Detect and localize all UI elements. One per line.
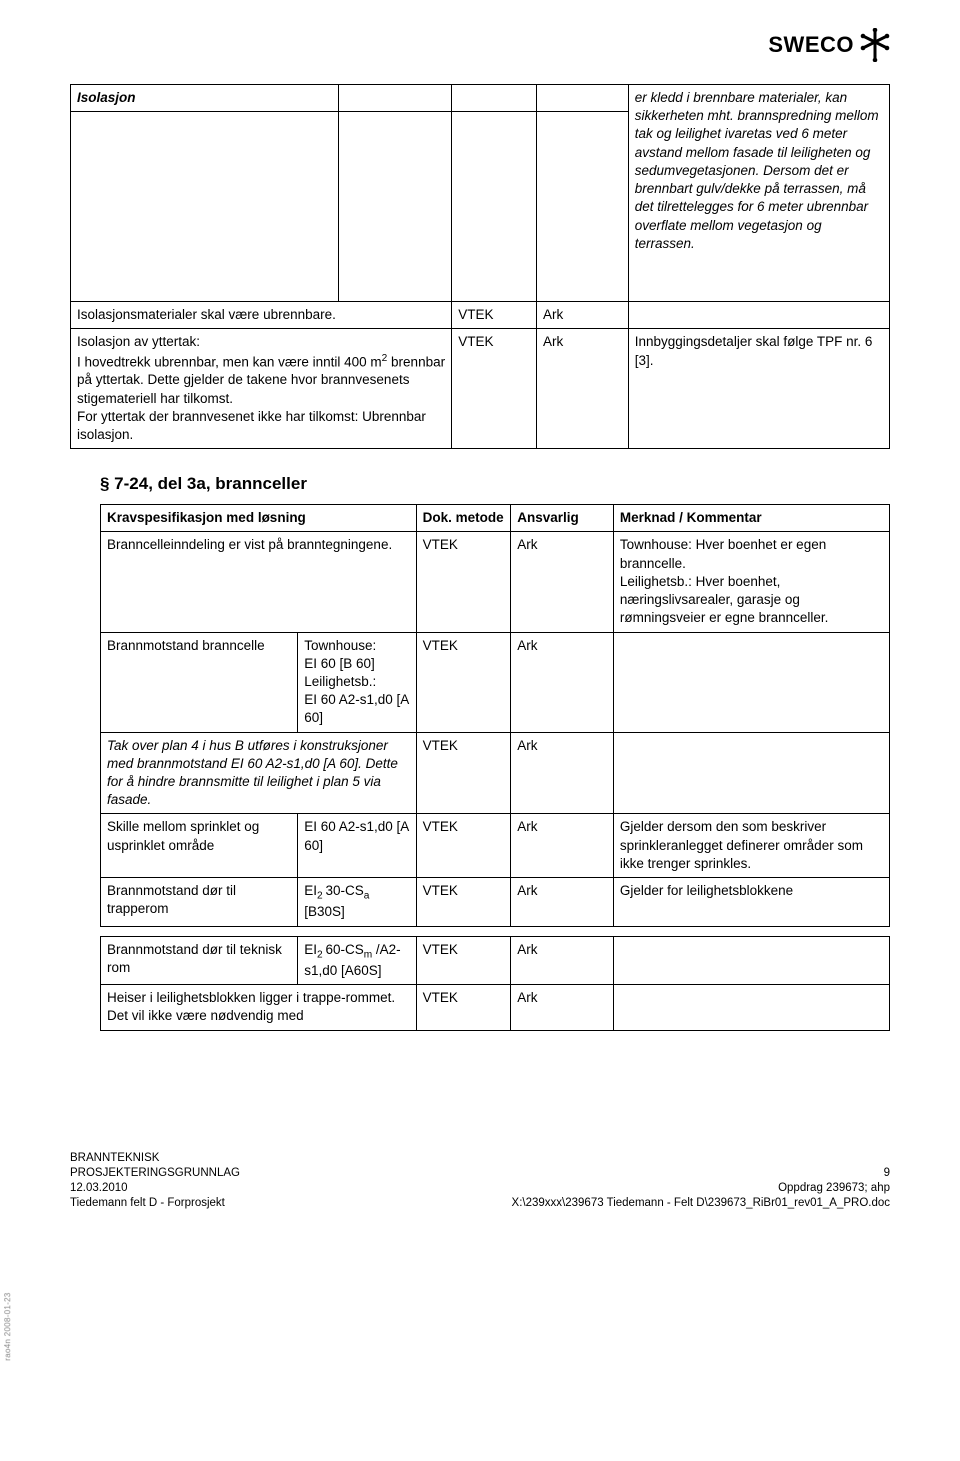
cell-empty [613, 632, 889, 732]
page-number: 9 [512, 1166, 890, 1181]
table-row: Isolasjon er kledd i brennbare materiale… [71, 85, 890, 112]
cell-comment: Gjelder for leilighetsblokkene [613, 878, 889, 927]
cell-empty [339, 85, 452, 112]
cell-method: VTEK [416, 936, 511, 985]
column-header: Merknad / Kommentar [613, 505, 889, 532]
cell-responsible: Ark [511, 985, 614, 1030]
table-row: Branncelleinndeling er vist på branntegn… [101, 532, 890, 632]
requirements-table-1: Isolasjon er kledd i brennbare materiale… [70, 84, 890, 449]
cell-comment: Townhouse: Hver boenhet er egen branncel… [613, 532, 889, 632]
footer-line: PROSJEKTERINGSGRUNNLAG [70, 1166, 240, 1181]
logo-text: SWECO [768, 30, 854, 60]
footer-line: 12.03.2010 [70, 1181, 240, 1196]
cell-empty [452, 85, 537, 112]
cell-label: Brannmotstand dør til teknisk rom [101, 936, 298, 985]
table-row: Isolasjonsmaterialer skal være ubrennbar… [71, 302, 890, 329]
cell-method: VTEK [416, 878, 511, 927]
column-header: Ansvarlig [511, 505, 614, 532]
spacer [101, 926, 890, 936]
cell-responsible: Ark [511, 814, 614, 878]
table-header-row: Kravspesifikasjon med løsning Dok. metod… [101, 505, 890, 532]
cell-label: Skille mellom sprinklet og usprinklet om… [101, 814, 298, 878]
requirements-table-2: Kravspesifikasjon med løsning Dok. metod… [100, 504, 890, 1031]
cell-method: VTEK [452, 302, 537, 329]
table-row: Skille mellom sprinklet og usprinklet om… [101, 814, 890, 878]
cell-responsible: Ark [511, 632, 614, 732]
cell-empty [339, 112, 452, 302]
cell-label: Isolasjon [71, 85, 339, 112]
side-watermark: rao4n 2008-01-23 [3, 1293, 14, 1361]
table-row: Tak over plan 4 i hus B utføres i konstr… [101, 732, 890, 814]
cell-method: VTEK [416, 732, 511, 814]
cell-label: Isolasjon av yttertak: I hovedtrekk ubre… [71, 329, 452, 449]
cell-label: Branncelleinndeling er vist på branntegn… [101, 532, 417, 632]
cell-value: EI 60 A2-s1,d0 [A 60] [298, 814, 416, 878]
table-row: Brannmotstand dør til trapperom EI2 30-C… [101, 878, 890, 927]
cell-method: VTEK [416, 532, 511, 632]
page-header: SWECO [70, 28, 890, 62]
cell-label: Isolasjonsmaterialer skal være ubrennbar… [71, 302, 452, 329]
table-row: Isolasjon av yttertak: I hovedtrekk ubre… [71, 329, 890, 449]
table-row: Heiser i leilighetsblokken ligger i trap… [101, 985, 890, 1030]
table-row: Brannmotstand dør til teknisk rom EI2 60… [101, 936, 890, 985]
cell-empty [536, 85, 628, 112]
table-row-spacer [101, 926, 890, 936]
column-header: Kravspesifikasjon med løsning [101, 505, 417, 532]
cell-empty [613, 985, 889, 1030]
cell-method: VTEK [416, 632, 511, 732]
cell-responsible: Ark [511, 532, 614, 632]
cell-method: VTEK [416, 814, 511, 878]
footer-line: Tiedemann felt D - Forprosjekt [70, 1196, 240, 1211]
cell-label: Brannmotstand dør til trapperom [101, 878, 298, 927]
cell-empty [613, 936, 889, 985]
cell-responsible: Ark [511, 878, 614, 927]
page-footer: BRANNTEKNISK PROSJEKTERINGSGRUNNLAG 12.0… [70, 1151, 890, 1211]
cell-empty [452, 112, 537, 302]
footer-line: Oppdrag 239673; ahp [512, 1181, 890, 1196]
cell-method: VTEK [416, 985, 511, 1030]
cell-comment: Gjelder dersom den som beskriver sprinkl… [613, 814, 889, 878]
footer-line: BRANNTEKNISK [70, 1151, 240, 1166]
footer-left: BRANNTEKNISK PROSJEKTERINGSGRUNNLAG 12.0… [70, 1151, 240, 1211]
cell-comment: er kledd i brennbare materialer, kan sik… [628, 85, 889, 302]
footer-line: X:\239xxx\239673 Tiedemann - Felt D\2396… [512, 1196, 890, 1211]
cell-responsible: Ark [511, 936, 614, 985]
footer-right: 9 Oppdrag 239673; ahp X:\239xxx\239673 T… [512, 1166, 890, 1211]
logo-icon [860, 28, 890, 62]
cell-value: EI2 60-CSm /A2-s1,d0 [A60S] [298, 936, 416, 985]
cell-label: Tak over plan 4 i hus B utføres i konstr… [101, 732, 417, 814]
cell-method: VTEK [452, 329, 537, 449]
cell-responsible: Ark [536, 302, 628, 329]
section-heading: § 7-24, del 3a, brannceller [100, 473, 890, 496]
cell-value: Townhouse: EI 60 [B 60] Leilighetsb.: EI… [298, 632, 416, 732]
cell-label: Heiser i leilighetsblokken ligger i trap… [101, 985, 417, 1030]
sweco-logo: SWECO [768, 28, 890, 62]
column-header: Dok. metode [416, 505, 511, 532]
cell-responsible: Ark [511, 732, 614, 814]
cell-value: EI2 30-CSa [B30S] [298, 878, 416, 927]
cell-empty [613, 732, 889, 814]
cell-empty [71, 112, 339, 302]
cell-comment: Innbyggingsdetaljer skal følge TPF nr. 6… [628, 329, 889, 449]
cell-label: Brannmotstand branncelle [101, 632, 298, 732]
cell-empty [536, 112, 628, 302]
table-row: Brannmotstand branncelle Townhouse: EI 6… [101, 632, 890, 732]
cell-responsible: Ark [536, 329, 628, 449]
cell-empty [628, 302, 889, 329]
